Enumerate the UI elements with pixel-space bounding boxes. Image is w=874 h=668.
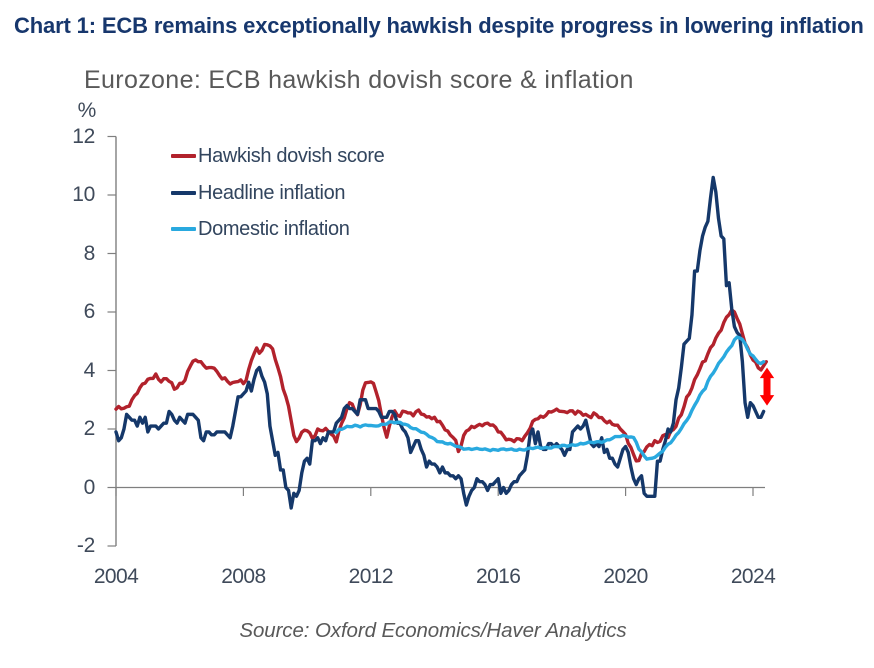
- legend-swatch-hawkish-dovish-score: [171, 154, 196, 158]
- legend-item-headline-inflation: Headline inflation: [171, 181, 345, 205]
- y-tick-label-4: 4: [83, 358, 96, 382]
- legend-item-domestic-inflation: Domestic inflation: [171, 217, 350, 241]
- annotation-arrow: [759, 367, 775, 406]
- series-line-domestic-inflation: [334, 335, 766, 461]
- y-tick-label-0: 0: [83, 475, 96, 499]
- x-tick-label-2024: 2024: [730, 565, 776, 588]
- x-tick-label-2016: 2016: [476, 565, 521, 588]
- y-tick-label-6: 6: [83, 300, 96, 323]
- y-tick-label-12: 12: [72, 124, 95, 148]
- x-tick-label-2012: 2012: [348, 565, 394, 588]
- legend-label: Hawkish dovish score: [198, 144, 385, 167]
- y-tick-label-10: 10: [72, 183, 95, 206]
- series-line-hawkish-dovish-score: [114, 308, 768, 463]
- legend-swatch-domestic-inflation: [171, 227, 196, 231]
- y-tick-label-8: 8: [83, 241, 96, 265]
- legend-item-hawkish-dovish-score: Hawkish dovish score: [171, 144, 385, 168]
- legend-swatch-headline-inflation: [171, 191, 196, 195]
- y-axis-unit-label: %: [77, 99, 97, 122]
- figure-title: Eurozone: ECB hawkish dovish score & inf…: [84, 66, 634, 94]
- y-tick-label--2: -2: [76, 534, 95, 557]
- x-tick-label-2020: 2020: [603, 565, 648, 588]
- y-tick-label-2: 2: [83, 417, 96, 440]
- legend-label: Headline inflation: [198, 181, 346, 204]
- legend-label: Domestic inflation: [198, 217, 350, 240]
- x-tick-label-2004: 2004: [93, 565, 139, 588]
- chart-kicker-title: Chart 1: ECB remains exceptionally hawki…: [14, 13, 864, 38]
- x-tick-label-2008: 2008: [221, 565, 266, 588]
- source-note: Source: Oxford Economics/Haver Analytics: [239, 619, 627, 642]
- series-line-headline-inflation: [114, 175, 766, 510]
